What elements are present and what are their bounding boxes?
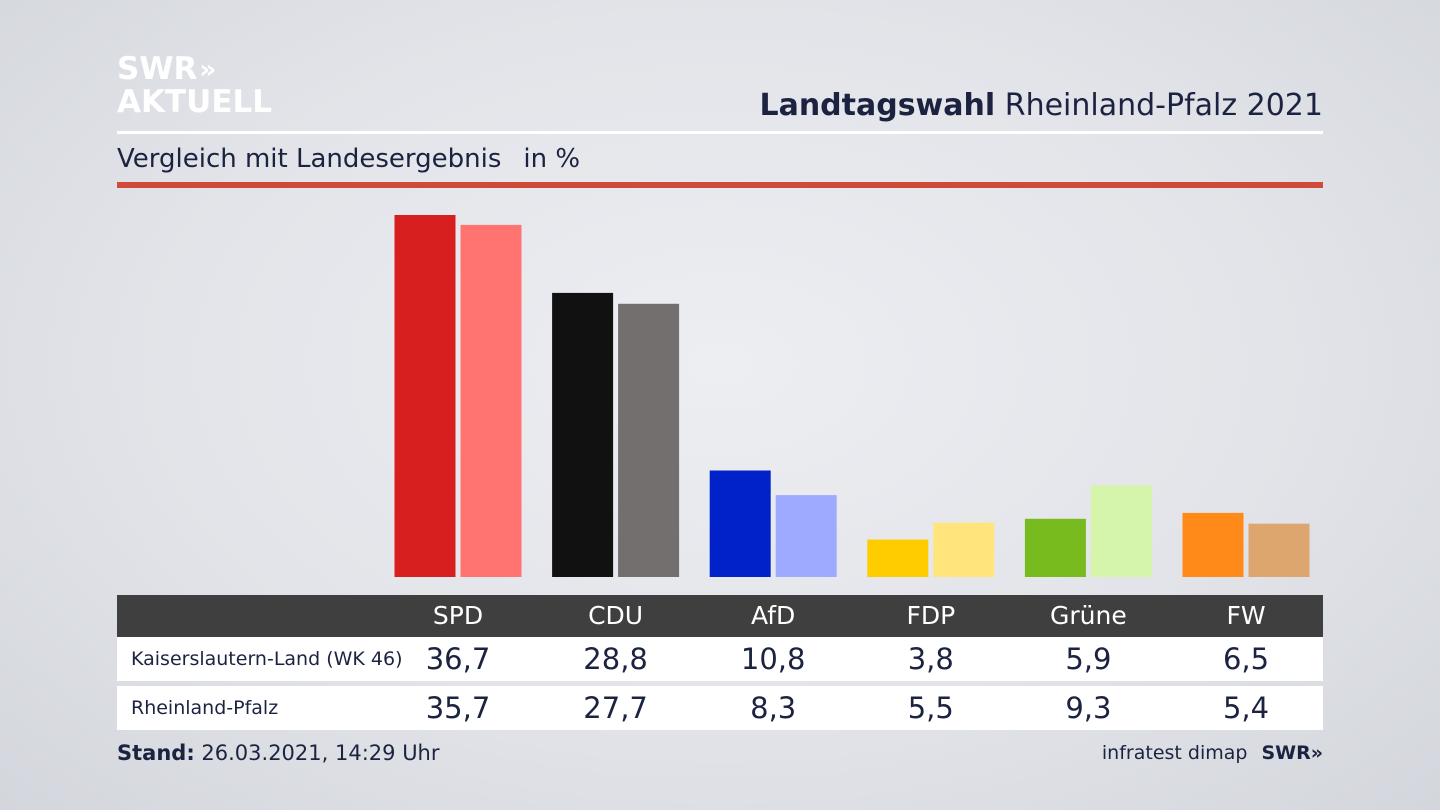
bar-fdp-district [867, 539, 929, 577]
page-title: Landtagswahl Rheinland-Pfalz 2021 [759, 88, 1323, 123]
table-row-state: Rheinland-Pfalz 35,7 27,7 8,3 5,5 9,3 5,4 [117, 686, 1323, 730]
column-header-fdp: FDP [906, 601, 956, 630]
value-cell-cdu: 28,8 [583, 642, 648, 676]
value-cell-afd: 10,8 [740, 642, 806, 676]
bar-fw-district [1182, 512, 1244, 577]
value-cell-fdp: 5,5 [907, 691, 954, 725]
bar-fdp-state [933, 522, 995, 577]
bar-spd-district [394, 215, 456, 577]
table-header: SPD CDU AfD FDP Grüne FW [117, 595, 1323, 637]
value-cell-afd: 8,3 [750, 691, 797, 725]
results-table: SPD CDU AfD FDP Grüne FW Kaiserslautern-Land … [117, 595, 1323, 730]
bar-fw-state [1248, 523, 1310, 577]
bar-spd-state [460, 224, 522, 577]
column-header-spd: SPD [432, 601, 484, 630]
value-cell-grne: 9,3 [1065, 691, 1112, 725]
stand-label: Stand: [117, 741, 195, 765]
stand-value: 26.03.2021, 14:29 Uhr [201, 741, 440, 765]
row-label: Kaiserslautern-Land (WK 46) [131, 648, 403, 670]
header-divider [117, 131, 1323, 134]
swr-brand-logo: SWR» [1261, 742, 1323, 764]
logo-aktuell-text: AKTUELL [117, 84, 273, 120]
accent-rule [117, 182, 1323, 188]
value-cell-fw: 5,4 [1222, 691, 1270, 725]
bar-cdu-state [618, 303, 680, 577]
swr-aktuell-logo: SWR» AKTUELL [117, 54, 272, 118]
bar-afd-district [709, 470, 771, 577]
value-cell-spd: 36,7 [425, 642, 491, 676]
source-credit: infratest dimap SWR» [1102, 742, 1323, 764]
subtitle-text: Vergleich mit Landesergebnis [117, 144, 502, 174]
title-rest: Rheinland-Pfalz 2021 [1004, 88, 1323, 123]
column-header-fw: FW [1226, 601, 1266, 630]
bar-grne-district [1024, 518, 1086, 577]
column-header-afd: AfD [751, 601, 796, 630]
column-header-grne: Grüne [1050, 601, 1127, 630]
column-header-cdu: CDU [588, 601, 644, 630]
source-text: infratest dimap [1101, 742, 1248, 764]
title-bold: Landtagswahl [759, 88, 996, 123]
table-row-district: Kaiserslautern-Land (WK 46) 36,7 28,8 10,8… [117, 637, 1323, 681]
value-cell-grne: 5,9 [1065, 642, 1112, 676]
row-label: Rheinland-Pfalz [131, 697, 279, 719]
value-cell-fdp: 3,8 [907, 642, 954, 676]
value-cell-cdu: 27,7 [583, 691, 648, 725]
bar-afd-state [775, 495, 837, 577]
bar-grne-state [1090, 485, 1152, 577]
unit-label: in % [523, 144, 581, 174]
value-cell-fw: 6,5 [1222, 642, 1270, 676]
bar-cdu-district [552, 292, 614, 577]
logo-swr-text: SWR [117, 51, 198, 87]
value-cell-spd: 35,7 [425, 691, 491, 725]
timestamp: Stand: 26.03.2021, 14:29 Uhr [117, 741, 440, 765]
chart-subtitle: Vergleich mit Landesergebnis in % [117, 144, 580, 174]
